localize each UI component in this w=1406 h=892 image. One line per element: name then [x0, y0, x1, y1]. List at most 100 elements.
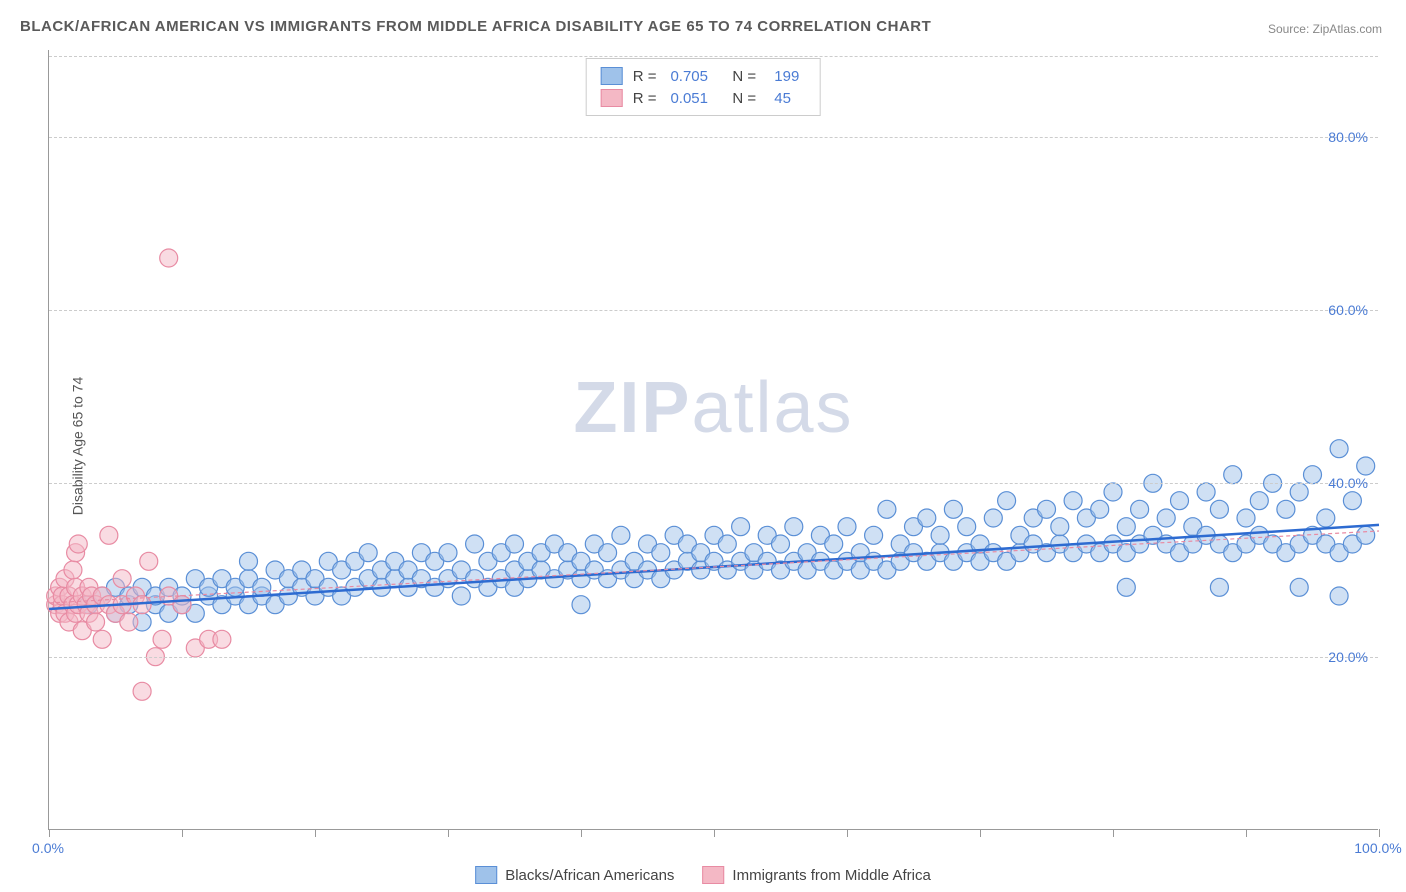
data-point	[998, 492, 1016, 510]
n-value: 45	[770, 90, 791, 107]
gridline	[49, 310, 1378, 311]
data-point	[133, 682, 151, 700]
data-point	[785, 518, 803, 536]
x-tick	[1246, 829, 1247, 837]
x-tick	[182, 829, 183, 837]
x-tick	[714, 829, 715, 837]
legend-swatch	[475, 866, 497, 884]
data-point	[1357, 526, 1375, 544]
data-point	[240, 552, 258, 570]
data-point	[160, 249, 178, 267]
data-point	[140, 552, 158, 570]
data-point	[359, 544, 377, 562]
legend-swatch	[601, 67, 623, 85]
data-point	[958, 518, 976, 536]
source-attribution: Source: ZipAtlas.com	[1268, 22, 1382, 36]
data-point	[1290, 483, 1308, 501]
data-point	[572, 596, 590, 614]
data-point	[825, 535, 843, 553]
gridline	[49, 137, 1378, 138]
data-point	[1224, 466, 1242, 484]
legend-label: Immigrants from Middle Africa	[732, 867, 930, 884]
data-point	[1343, 492, 1361, 510]
data-point	[69, 535, 87, 553]
stats-row: R = 0.705 N = 199	[601, 65, 806, 87]
data-point	[918, 509, 936, 527]
x-tick	[1113, 829, 1114, 837]
data-point	[64, 561, 82, 579]
x-tick-label: 100.0%	[1354, 840, 1401, 856]
data-point	[984, 509, 1002, 527]
data-point	[439, 544, 457, 562]
data-point	[1304, 466, 1322, 484]
data-point	[612, 526, 630, 544]
data-point	[466, 535, 484, 553]
n-label: N =	[724, 90, 756, 107]
stats-legend: R = 0.705 N = 199 R = 0.051 N = 45	[586, 58, 821, 116]
legend-item: Blacks/African Americans	[475, 866, 674, 884]
data-point	[253, 578, 271, 596]
n-label: N =	[724, 68, 756, 85]
x-tick-label: 0.0%	[32, 840, 64, 856]
gridline	[49, 56, 1378, 57]
data-point	[506, 535, 524, 553]
data-point	[1197, 483, 1215, 501]
r-value: 0.705	[670, 68, 708, 85]
data-point	[452, 587, 470, 605]
n-value: 199	[770, 68, 799, 85]
bottom-legend: Blacks/African Americans Immigrants from …	[475, 866, 931, 884]
gridline	[49, 657, 1378, 658]
x-tick	[1379, 829, 1380, 837]
data-point	[1171, 492, 1189, 510]
stats-row: R = 0.051 N = 45	[601, 87, 806, 109]
data-point	[87, 613, 105, 631]
y-tick-label: 60.0%	[1328, 302, 1368, 318]
data-point	[1250, 492, 1268, 510]
scatter-svg	[49, 50, 1378, 829]
data-point	[1330, 440, 1348, 458]
data-point	[113, 570, 131, 588]
data-point	[1290, 578, 1308, 596]
data-point	[1051, 518, 1069, 536]
data-point	[718, 535, 736, 553]
x-tick	[448, 829, 449, 837]
data-point	[1117, 578, 1135, 596]
data-point	[1104, 483, 1122, 501]
data-point	[865, 526, 883, 544]
data-point	[1064, 492, 1082, 510]
legend-label: Blacks/African Americans	[505, 867, 674, 884]
source-label: Source:	[1268, 22, 1313, 36]
data-point	[120, 613, 138, 631]
data-point	[213, 630, 231, 648]
r-value: 0.051	[670, 90, 708, 107]
y-tick-label: 20.0%	[1328, 649, 1368, 665]
data-point	[878, 500, 896, 518]
data-point	[1277, 500, 1295, 518]
y-tick-label: 40.0%	[1328, 475, 1368, 491]
data-point	[173, 596, 191, 614]
data-point	[153, 630, 171, 648]
data-point	[1237, 509, 1255, 527]
legend-swatch	[702, 866, 724, 884]
gridline	[49, 483, 1378, 484]
r-label: R =	[633, 90, 657, 107]
data-point	[1038, 500, 1056, 518]
data-point	[100, 526, 118, 544]
data-point	[1091, 500, 1109, 518]
data-point	[931, 526, 949, 544]
data-point	[93, 630, 111, 648]
x-tick	[847, 829, 848, 837]
data-point	[1330, 587, 1348, 605]
data-point	[1117, 518, 1135, 536]
data-point	[1157, 509, 1175, 527]
legend-item: Immigrants from Middle Africa	[702, 866, 930, 884]
data-point	[1357, 457, 1375, 475]
data-point	[599, 544, 617, 562]
x-tick	[315, 829, 316, 837]
r-label: R =	[633, 68, 657, 85]
data-point	[1210, 500, 1228, 518]
y-tick-label: 80.0%	[1328, 129, 1368, 145]
data-point	[772, 535, 790, 553]
x-tick	[980, 829, 981, 837]
data-point	[732, 518, 750, 536]
